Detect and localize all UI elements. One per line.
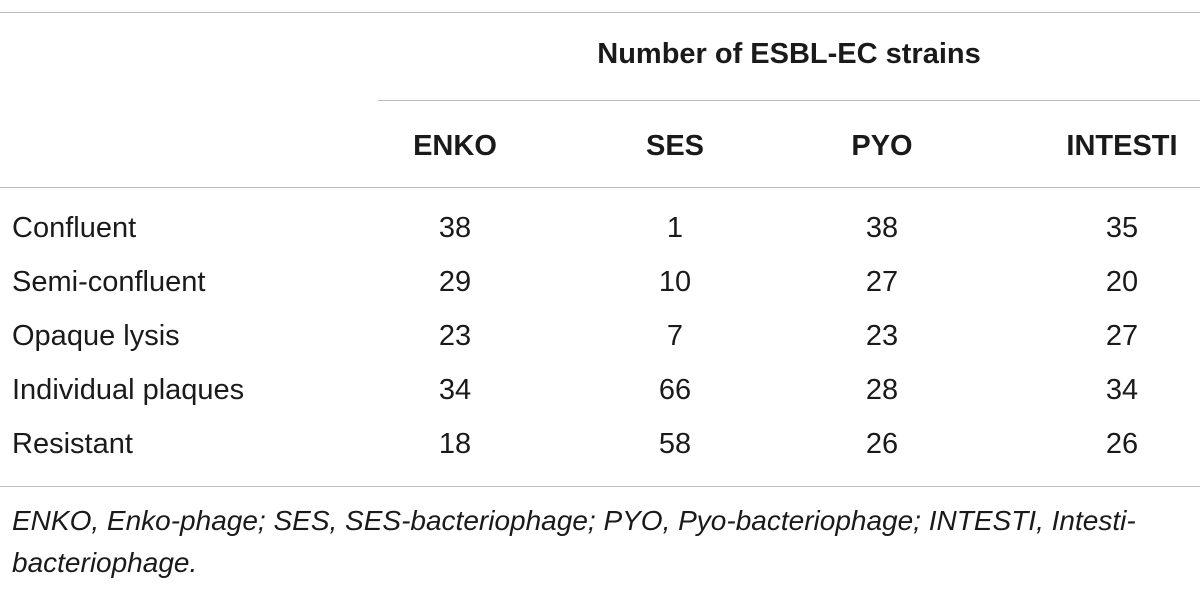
row-label-opaque-lysis: Opaque lysis [12,320,180,352]
table-cell: 10 [658,266,692,298]
column-header-intesti: INTESTI [1066,130,1178,162]
column-header-enko: ENKO [413,130,497,162]
table-cell: 38 [865,212,899,244]
table-cell: 27 [865,266,899,298]
table-cell: 28 [865,374,899,406]
table-cell: 58 [658,428,692,460]
table-cell: 1 [666,212,684,244]
bottom-rule [0,486,1200,487]
table-cell: 18 [438,428,472,460]
row-label-semi-confluent: Semi-confluent [12,266,206,298]
table-cell: 38 [438,212,472,244]
table-cell: 7 [666,320,684,352]
table-cell: 34 [1105,374,1139,406]
header-rule [0,187,1200,188]
table-cell: 34 [438,374,472,406]
table-footnote: ENKO, Enko-phage; SES, SES-bacteriophage… [12,505,1136,578]
group-header-rule [378,100,1200,101]
column-header-ses: SES [645,130,705,162]
row-label-individual-plaques: Individual plaques [12,374,245,406]
table-cell: 20 [1105,266,1139,298]
table-cell: 23 [865,320,899,352]
column-header-pyo: PYO [851,130,913,162]
table-cell: 26 [1105,428,1139,460]
table-cell: 23 [438,320,472,352]
table-cell: 66 [658,374,692,406]
row-label-resistant: Resistant [12,428,133,460]
table-cell: 29 [438,266,472,298]
row-label-confluent: Confluent [12,212,137,244]
table-cell: 26 [865,428,899,460]
table-cell: 27 [1105,320,1139,352]
table-cell: 35 [1105,212,1139,244]
group-header: Number of ESBL-EC strains [597,38,981,70]
top-rule [0,12,1200,13]
